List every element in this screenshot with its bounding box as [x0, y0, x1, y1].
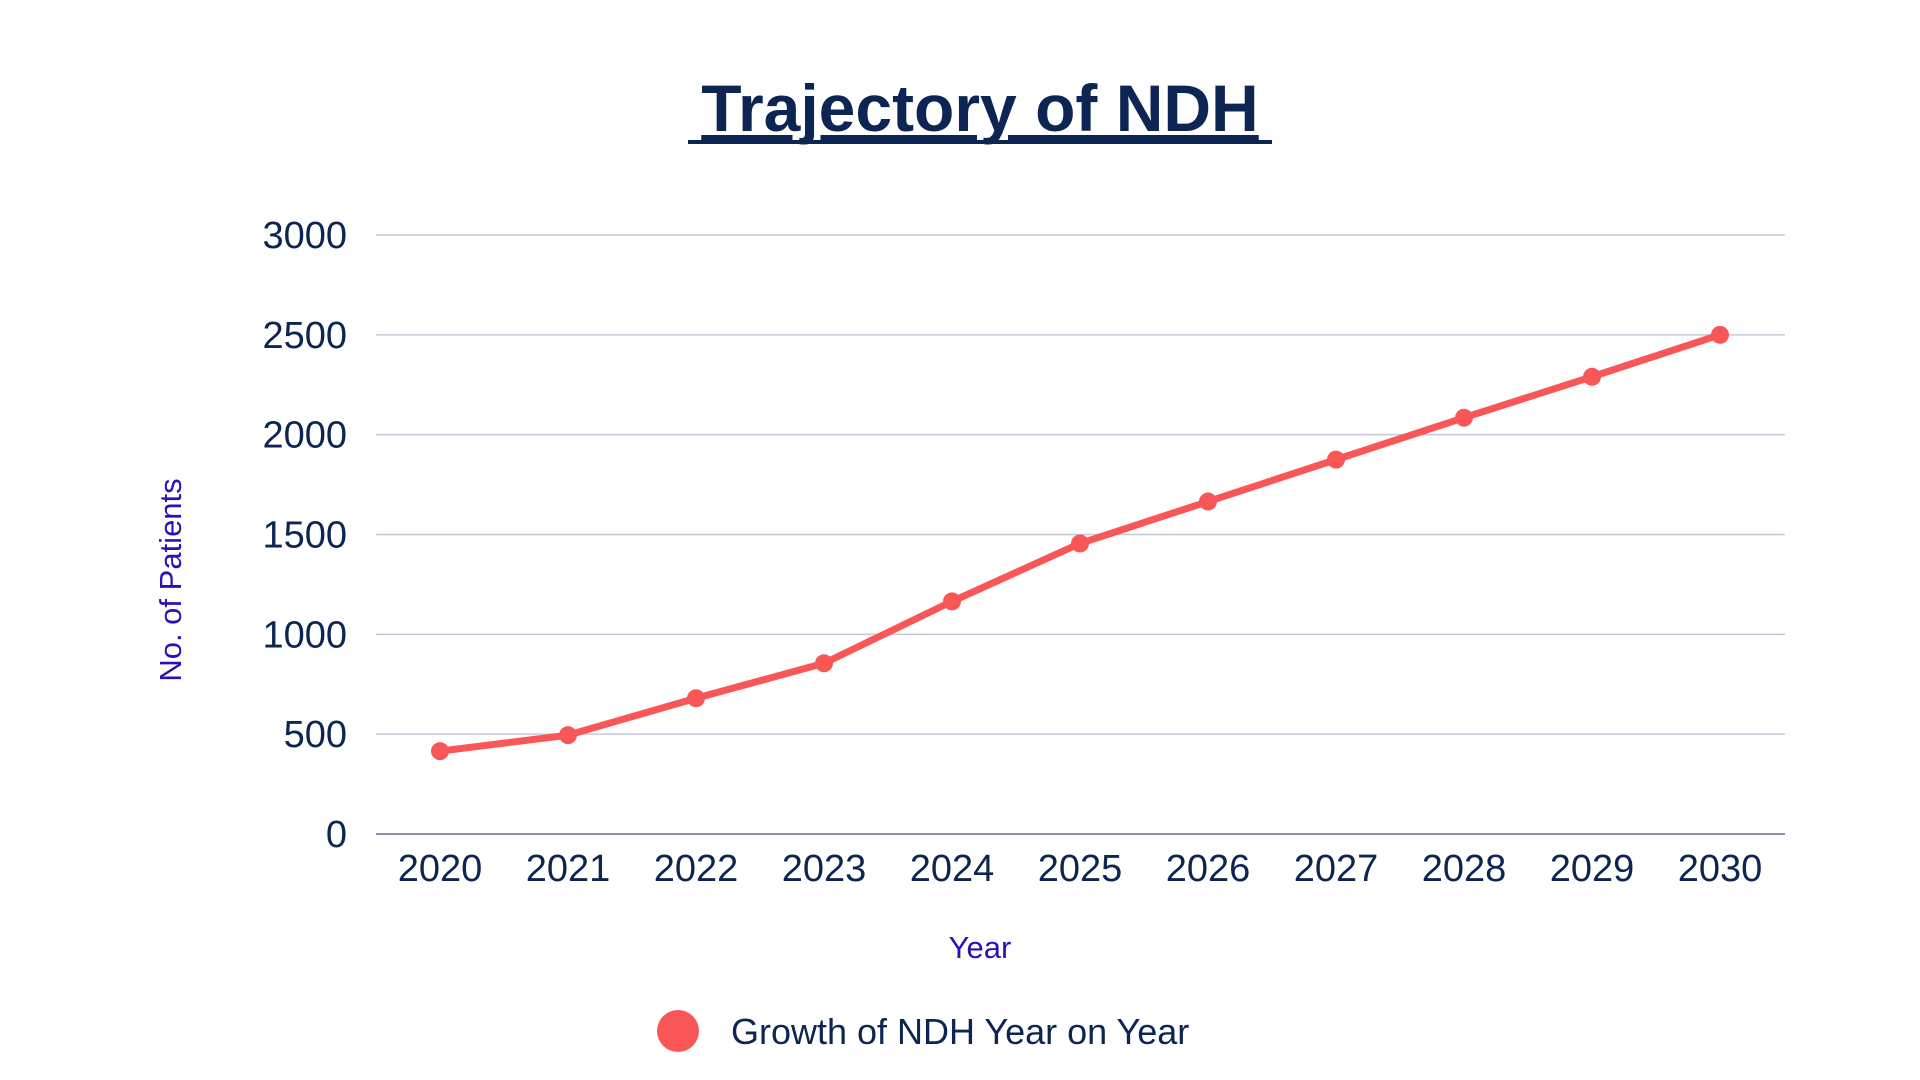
data-point-2020 — [431, 742, 449, 761]
x-axis-title: Year — [949, 930, 1012, 965]
data-point-2021 — [559, 726, 577, 745]
data-point-2024 — [943, 592, 961, 611]
y-tick-label: 1000 — [262, 614, 347, 656]
x-tick-label: 2024 — [910, 848, 995, 890]
y-tick-label: 2500 — [262, 315, 347, 357]
y-tick-label: 1500 — [262, 515, 347, 557]
x-tick-label: 2028 — [1422, 848, 1507, 890]
x-tick-label: 2030 — [1678, 848, 1763, 890]
data-point-2022 — [687, 689, 705, 708]
y-tick-label: 2000 — [262, 415, 347, 457]
legend-marker — [657, 1010, 699, 1052]
y-tick-label: 0 — [326, 814, 347, 856]
y-tick-label: 3000 — [262, 215, 347, 257]
series-points — [431, 325, 1729, 761]
x-tick-label: 2029 — [1550, 848, 1635, 890]
data-point-2030 — [1711, 325, 1729, 344]
x-tick-label: 2021 — [526, 848, 611, 890]
data-point-2027 — [1327, 450, 1345, 469]
x-tick-label: 2022 — [654, 848, 739, 890]
data-point-2026 — [1199, 492, 1217, 511]
y-axis-title: No. of Patients — [153, 478, 188, 681]
chart-title: Trajectory of NDH — [701, 71, 1258, 145]
legend: Growth of NDH Year on Year — [657, 1010, 1189, 1052]
x-tick-label: 2020 — [398, 848, 483, 890]
x-tick-label: 2023 — [782, 848, 867, 890]
gridlines — [376, 234, 1785, 735]
data-point-2023 — [815, 654, 833, 673]
y-axis-ticks: 0 500 1000 1500 2000 2500 3000 — [262, 215, 347, 856]
x-tick-label: 2027 — [1294, 848, 1379, 890]
legend-label: Growth of NDH Year on Year — [731, 1011, 1189, 1052]
x-axis-ticks: 2020 2021 2022 2023 2024 2025 2026 2027 2028 2029… — [398, 848, 1763, 890]
x-tick-label: 2026 — [1166, 848, 1251, 890]
data-point-2028 — [1455, 408, 1473, 427]
y-tick-label: 500 — [284, 714, 347, 756]
data-point-2025 — [1071, 534, 1089, 553]
x-tick-label: 2025 — [1038, 848, 1123, 890]
data-point-2029 — [1583, 367, 1601, 386]
